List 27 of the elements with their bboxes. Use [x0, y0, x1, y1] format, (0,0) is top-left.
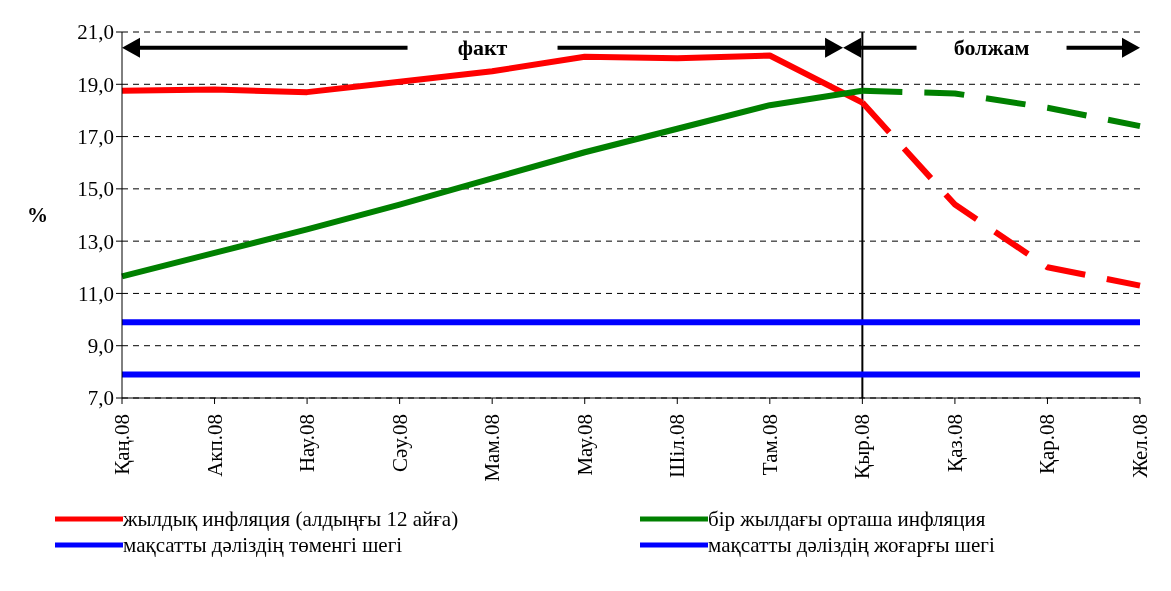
y-tick-label: 15,0: [77, 177, 114, 202]
y-tick-label: 11,0: [78, 281, 114, 306]
legend-label: бір жылдағы орташа инфляция: [708, 506, 986, 532]
x-tick-label: Жел.08: [1128, 414, 1152, 478]
legend-label: жылдық инфляция (алдыңғы 12 айға): [123, 506, 459, 532]
x-tick-label: Мау.08: [572, 414, 597, 476]
x-tick-label: Сәу.08: [387, 414, 412, 472]
y-tick-label: 19,0: [77, 72, 114, 97]
x-tick-label: Қаң.08: [110, 414, 134, 475]
x-tick-label: Нау.08: [295, 414, 320, 473]
y-tick-label: 17,0: [77, 125, 114, 150]
y-tick-label: 21,0: [77, 20, 114, 45]
x-tick-label: Там.08: [757, 414, 782, 476]
x-tick-label: Мам.08: [480, 414, 505, 482]
legend-label: мақсатты дәліздің төменгі шегі: [123, 532, 403, 558]
annotation: факт: [457, 35, 508, 61]
y-tick-label: 7,0: [87, 386, 114, 411]
annotation: болжам: [953, 35, 1030, 61]
legend-label: мақсатты дәліздің жоғарғы шегі: [708, 532, 995, 558]
y-tick-label: 13,0: [77, 229, 114, 254]
y-tick-label: 9,0: [87, 334, 114, 359]
x-tick-label: Акп.08: [202, 414, 227, 477]
y-axis-title: %: [27, 203, 48, 228]
x-tick-label: Қар.08: [1035, 414, 1060, 475]
x-tick-label: Шіл.08: [665, 414, 690, 478]
x-tick-label: Қыр.08: [850, 414, 875, 479]
x-tick-label: Қаз.08: [942, 414, 967, 472]
